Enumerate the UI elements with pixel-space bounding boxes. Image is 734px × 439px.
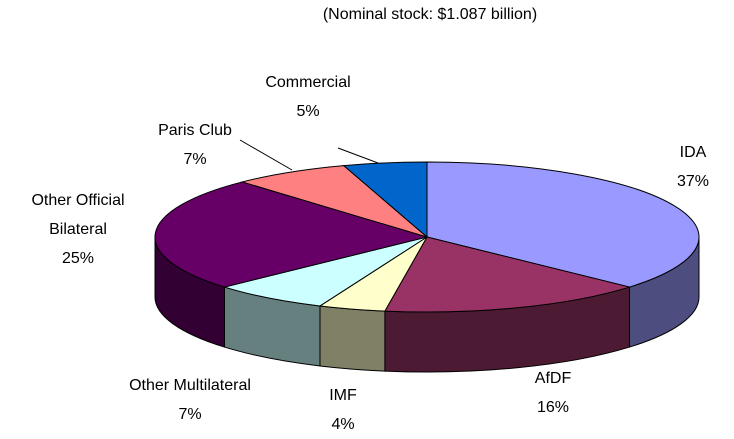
data-label: AfDF 16% [453, 364, 653, 422]
value-label: 7% [178, 406, 202, 423]
data-label: IMF 4% [243, 381, 443, 439]
pie-slice [384, 236, 632, 313]
pie-slice [426, 161, 700, 288]
value-label: 16% [536, 399, 570, 416]
category-label: Commercial [265, 74, 351, 91]
pie-slice [342, 161, 428, 239]
category-label: Other Multilateral [129, 377, 251, 394]
data-label: Paris Club 7% [95, 116, 295, 174]
category-label: IMF [329, 387, 357, 404]
value-label: 4% [331, 416, 355, 433]
pie-slice-side [319, 305, 386, 372]
pie-slice [240, 165, 428, 238]
category-label: IDA [679, 144, 707, 161]
chart-subtitle: (Nominal stock: $1.087 billion) [322, 6, 538, 23]
value-label: 25% [61, 250, 95, 267]
pie-slice [154, 181, 429, 288]
value-label: 37% [676, 173, 710, 190]
value-label: 7% [183, 151, 207, 168]
value-label: 5% [296, 103, 320, 120]
leader-line [337, 147, 379, 164]
category-label: Other Official Bilateral [31, 192, 125, 238]
data-label: Other Official Bilateral 25% [13, 186, 143, 273]
category-label: Paris Club [158, 122, 232, 139]
data-label: Commercial 5% [208, 68, 408, 126]
data-label: Other Multilateral 7% [80, 371, 300, 429]
category-label: AfDF [534, 370, 572, 387]
leader-line [239, 139, 293, 171]
pie-slice [222, 236, 428, 307]
data-label: IDA 37% [593, 138, 734, 196]
